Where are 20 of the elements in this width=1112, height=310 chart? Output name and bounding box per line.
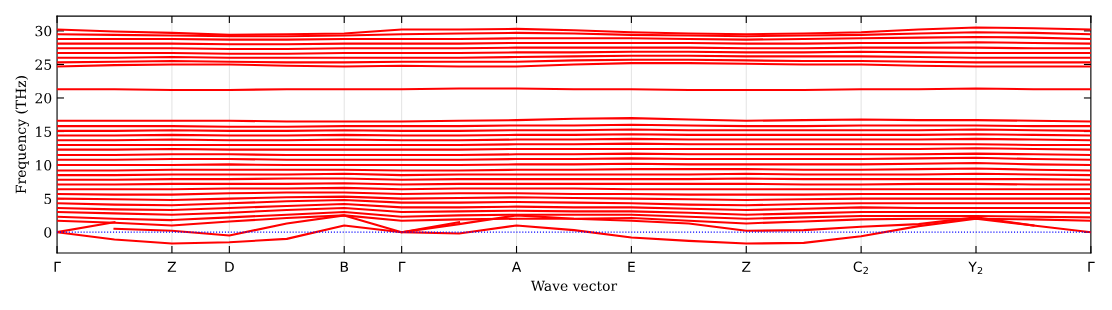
x-tick-label: Γ: [399, 261, 406, 272]
x-tick-label: A: [511, 261, 522, 272]
y-tick-label: 5: [44, 193, 52, 205]
x-tick-label: E: [628, 261, 635, 272]
x-tick-label: C$_{2}$: [853, 261, 868, 275]
x-tick-label: Z: [167, 261, 177, 272]
x-tick-label: Γ: [1088, 261, 1095, 272]
y-tick-label: 25: [35, 59, 52, 70]
x-tick-label: B: [340, 261, 348, 272]
y-axis-title: Frequency (THz): [15, 76, 29, 194]
y-tick-label: 10: [36, 160, 52, 171]
x-tick-label: Y$_{2}$: [968, 261, 983, 275]
y-tick-label: 30: [35, 25, 52, 37]
y-tick-label: 15: [36, 126, 52, 137]
x-tick-label: D: [225, 261, 234, 272]
y-tick-label: 20: [35, 92, 52, 104]
x-axis-title: Wave vector: [530, 280, 618, 292]
y-tick-label: 0: [44, 227, 52, 238]
x-tick-label: Z: [742, 261, 751, 272]
x-tick-label: Γ: [54, 261, 61, 272]
